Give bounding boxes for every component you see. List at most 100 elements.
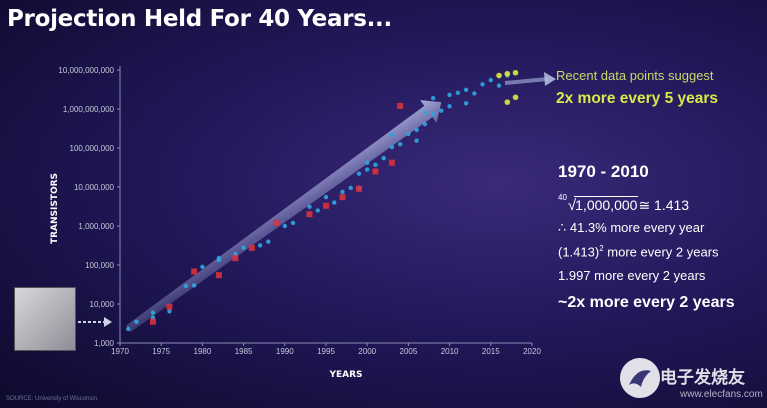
data-point-blue bbox=[389, 144, 395, 150]
chart-title: Projection Held For 40 Years... bbox=[7, 6, 392, 32]
root-index: 40 bbox=[558, 193, 567, 202]
data-point-red bbox=[273, 219, 280, 226]
data-point-blue bbox=[183, 283, 189, 289]
formula-heading: 1970 - 2010 bbox=[558, 162, 649, 181]
radical-icon: √ bbox=[567, 197, 577, 214]
data-point-blue bbox=[257, 243, 263, 248]
trend-arrow-shape bbox=[125, 100, 442, 333]
data-point-blue bbox=[447, 92, 452, 98]
data-point-red bbox=[232, 255, 239, 262]
x-axis-label: YEARS bbox=[328, 370, 362, 380]
watermark-text: 电子发烧友 bbox=[660, 368, 745, 388]
data-point-red bbox=[215, 272, 222, 279]
data-point-blue bbox=[365, 160, 370, 165]
chart-inset-thumbnail bbox=[14, 287, 76, 351]
data-point-blue bbox=[150, 315, 156, 320]
x-tick-label: 1985 bbox=[235, 347, 253, 356]
x-tick-label: 2005 bbox=[400, 347, 418, 356]
data-point-blue bbox=[356, 171, 362, 176]
y-tick-label: 10,000 bbox=[90, 300, 115, 309]
data-point-blue bbox=[496, 83, 502, 88]
x-tick-label: 1980 bbox=[194, 347, 212, 356]
watermark-logo-icon bbox=[620, 358, 660, 398]
x-tick-label: 1990 bbox=[276, 347, 294, 356]
x-tick-label: 1975 bbox=[152, 347, 170, 356]
root-result: ≅ 1.413 bbox=[638, 197, 690, 213]
data-point-blue bbox=[397, 142, 403, 147]
data-point-yellow bbox=[504, 99, 511, 105]
data-point-red bbox=[339, 194, 346, 201]
data-point-blue bbox=[406, 131, 411, 137]
data-point-blue bbox=[340, 189, 345, 195]
data-point-red bbox=[372, 168, 379, 175]
data-point-red bbox=[166, 303, 173, 310]
data-point-blue bbox=[126, 326, 131, 332]
watermark-url: www.elecfans.com bbox=[680, 389, 763, 400]
data-point-blue bbox=[323, 194, 329, 200]
radicand: 1,000,000 bbox=[574, 196, 639, 213]
data-point-blue bbox=[167, 309, 172, 314]
data-point-blue bbox=[422, 121, 428, 127]
data-point-blue bbox=[414, 127, 419, 133]
data-point-red bbox=[355, 185, 362, 192]
recent-data-note: Recent data points suggest bbox=[556, 68, 714, 83]
data-point-blue bbox=[241, 245, 246, 251]
data-point-blue bbox=[332, 200, 337, 205]
data-point-blue bbox=[191, 283, 197, 288]
x-tick-label: 1995 bbox=[317, 347, 335, 356]
data-point-blue bbox=[348, 185, 353, 191]
data-point-blue bbox=[439, 108, 444, 113]
data-point-blue bbox=[389, 132, 395, 137]
y-tick-label: 1,000 bbox=[94, 339, 115, 348]
y-tick-label: 1,000,000,000 bbox=[63, 105, 115, 114]
data-point-red bbox=[323, 202, 329, 209]
data-point-blue bbox=[282, 223, 287, 229]
data-point-yellow bbox=[504, 70, 511, 77]
data-point-red bbox=[248, 244, 255, 251]
data-point-blue bbox=[134, 319, 139, 324]
formula-line-squared: (1.413)2 more every 2 years bbox=[558, 244, 719, 259]
data-point-blue bbox=[414, 138, 419, 143]
squared-rest: more every 2 years bbox=[603, 244, 719, 260]
source-credit: SOURCE: University of Wisconsin bbox=[6, 396, 98, 402]
data-point-blue bbox=[472, 91, 477, 96]
data-point-blue bbox=[266, 239, 271, 244]
data-point-red bbox=[306, 211, 313, 218]
data-point-blue bbox=[373, 162, 378, 168]
callout-arrow-head bbox=[544, 72, 556, 86]
data-point-red bbox=[397, 102, 404, 109]
data-point-red bbox=[149, 318, 156, 325]
data-point-blue bbox=[463, 101, 469, 106]
data-point-blue bbox=[480, 82, 485, 87]
data-point-blue bbox=[463, 87, 469, 93]
recent-rate-note: 2x more every 5 years bbox=[556, 90, 719, 107]
data-point-blue bbox=[422, 110, 428, 115]
y-tick-label: 10,000,000 bbox=[74, 183, 115, 192]
x-tick-label: 1970 bbox=[111, 347, 129, 356]
data-point-blue bbox=[307, 204, 312, 210]
formula-conclusion: ~2x more every 2 years bbox=[558, 294, 735, 311]
formula-root-line: 40√1,000,000≅ 1.413 bbox=[558, 193, 690, 214]
x-tick-label: 2020 bbox=[523, 347, 541, 356]
data-point-blue bbox=[315, 208, 320, 213]
data-point-yellow bbox=[512, 69, 519, 76]
data-point-blue bbox=[430, 112, 436, 117]
y-axis-label: TRANSISTORS bbox=[50, 173, 60, 244]
data-point-blue bbox=[150, 310, 156, 315]
x-tick-label: 2000 bbox=[358, 347, 376, 356]
data-point-yellow bbox=[512, 94, 519, 101]
data-point-red bbox=[191, 268, 198, 275]
data-point-blue bbox=[290, 220, 296, 226]
data-point-blue bbox=[455, 90, 461, 96]
x-tick-label: 2015 bbox=[482, 347, 500, 356]
data-point-blue bbox=[488, 77, 493, 83]
formula-line-biennial: 1.997 more every 2 years bbox=[558, 268, 706, 283]
callout-arrow-shaft bbox=[504, 77, 549, 85]
data-point-yellow bbox=[496, 72, 502, 79]
data-point-blue bbox=[381, 155, 386, 161]
data-point-blue bbox=[216, 255, 222, 261]
y-tick-label: 1,000,000 bbox=[78, 222, 114, 231]
data-point-blue bbox=[447, 104, 452, 109]
data-point-blue bbox=[365, 167, 370, 172]
